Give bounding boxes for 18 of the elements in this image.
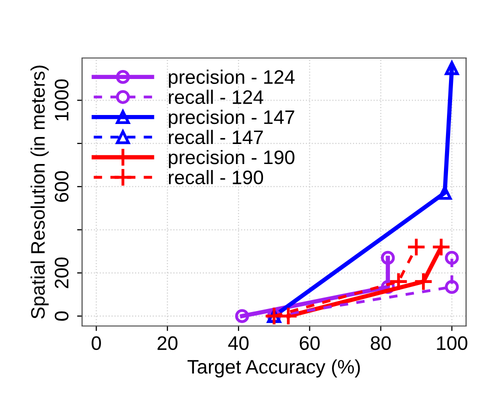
x-axis-title: Target Accuracy (%) xyxy=(188,359,360,378)
y-tick-label: 600 xyxy=(54,171,69,202)
x-tick-label: 0 xyxy=(92,336,101,350)
y-axis-title: Spatial Resolution (in meters) xyxy=(30,66,49,319)
x-tick-label: 40 xyxy=(228,336,249,350)
legend-label: recall - 147 xyxy=(168,130,263,144)
x-tick-label: 60 xyxy=(300,336,320,350)
y-tick-label: 0 xyxy=(54,311,69,321)
y-tick-label: 200 xyxy=(54,257,69,288)
x-tick-label: 80 xyxy=(370,336,391,350)
legend-label: precision - 124 xyxy=(168,70,295,88)
legend-label: precision - 147 xyxy=(168,110,294,128)
x-tick-label: 100 xyxy=(437,336,468,350)
y-tick-label: 1000 xyxy=(54,79,69,120)
x-tick-label: 20 xyxy=(158,336,178,350)
legend-label: recall - 190 xyxy=(168,170,264,184)
legend-label: precision - 190 xyxy=(168,150,294,168)
legend-label: recall - 124 xyxy=(168,90,264,104)
